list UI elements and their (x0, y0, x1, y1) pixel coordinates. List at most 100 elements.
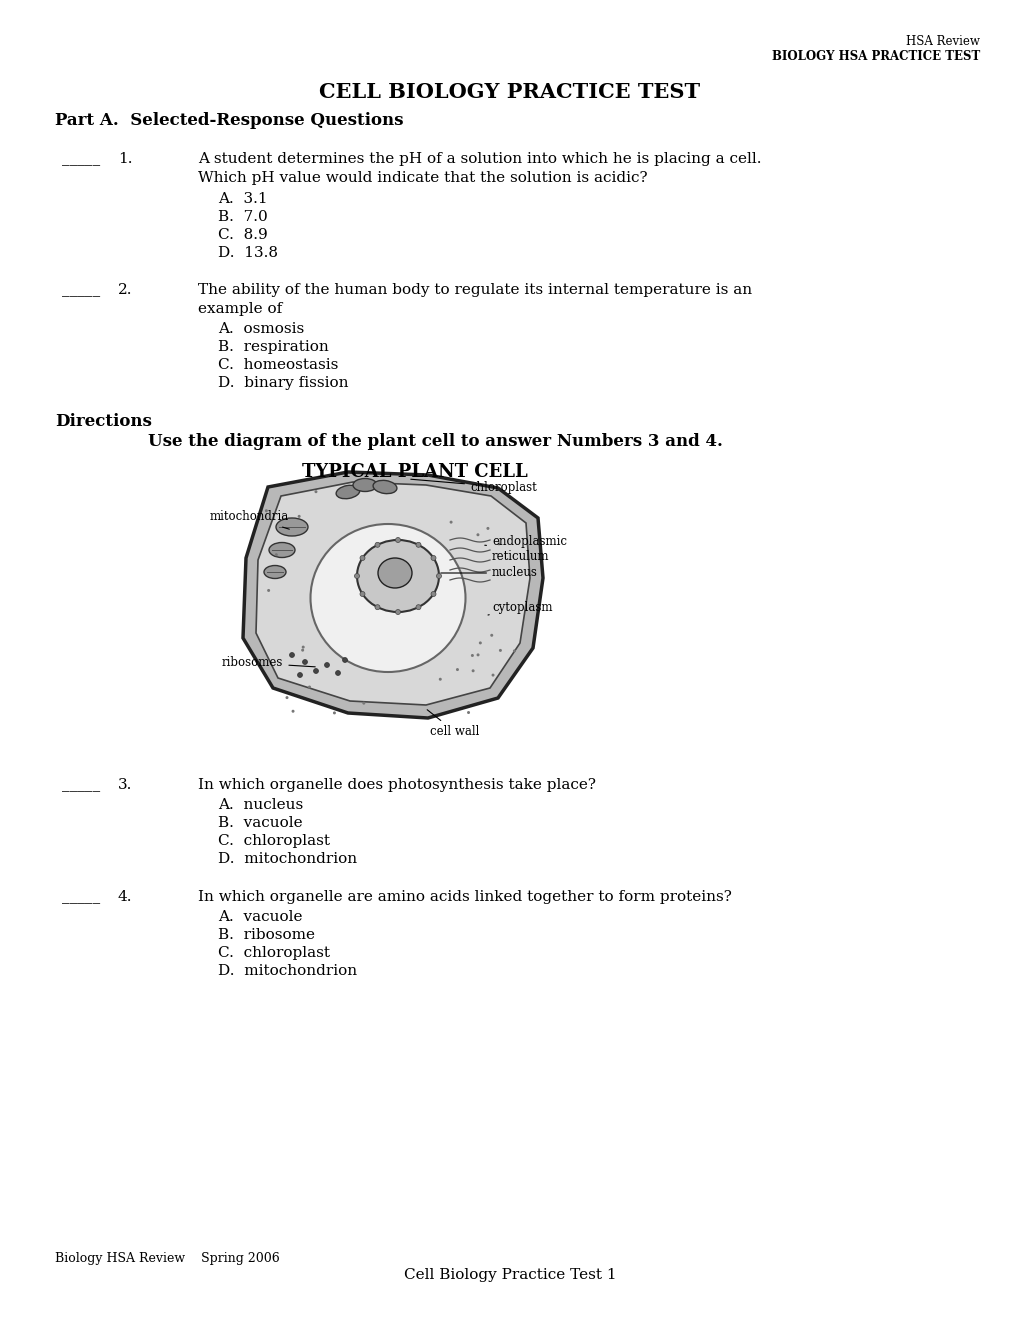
Ellipse shape (476, 533, 479, 536)
Ellipse shape (471, 653, 474, 657)
Polygon shape (256, 482, 530, 705)
Ellipse shape (265, 510, 268, 512)
Ellipse shape (298, 515, 301, 517)
Text: C.  chloroplast: C. chloroplast (218, 834, 330, 847)
Text: Use the diagram of the plant cell to answer Numbers 3 and 4.: Use the diagram of the plant cell to ans… (148, 433, 722, 450)
Text: nucleus: nucleus (440, 566, 537, 579)
Ellipse shape (467, 711, 470, 714)
Ellipse shape (335, 671, 340, 676)
Ellipse shape (375, 605, 380, 610)
Ellipse shape (498, 649, 501, 652)
Ellipse shape (362, 702, 365, 705)
Text: 2.: 2. (118, 282, 132, 297)
Ellipse shape (355, 573, 359, 578)
Ellipse shape (416, 543, 421, 548)
Ellipse shape (497, 543, 500, 545)
Text: Cell Biology Practice Test 1: Cell Biology Practice Test 1 (404, 1269, 615, 1282)
Polygon shape (243, 473, 542, 718)
Text: 1.: 1. (118, 152, 132, 166)
Ellipse shape (395, 610, 400, 615)
Ellipse shape (431, 556, 435, 561)
Ellipse shape (291, 710, 294, 713)
Ellipse shape (353, 479, 377, 491)
Text: HSA Review: HSA Review (905, 36, 979, 48)
Ellipse shape (476, 653, 479, 656)
Ellipse shape (314, 490, 317, 494)
Text: D.  binary fission: D. binary fission (218, 376, 348, 389)
Text: example of: example of (198, 302, 282, 315)
Ellipse shape (375, 543, 380, 548)
Ellipse shape (298, 672, 303, 677)
Text: B.  ribosome: B. ribosome (218, 928, 315, 942)
Text: D.  mitochondrion: D. mitochondrion (218, 964, 357, 978)
Text: A.  nucleus: A. nucleus (218, 799, 303, 812)
Ellipse shape (264, 565, 285, 578)
Text: In which organelle does photosynthesis take place?: In which organelle does photosynthesis t… (198, 777, 595, 792)
Text: _____: _____ (62, 890, 100, 904)
Ellipse shape (478, 642, 481, 644)
Text: chloroplast: chloroplast (411, 479, 536, 494)
Text: C.  8.9: C. 8.9 (218, 228, 268, 242)
Ellipse shape (378, 558, 412, 587)
Text: 3.: 3. (118, 777, 132, 792)
Ellipse shape (303, 660, 307, 664)
Ellipse shape (289, 652, 294, 657)
Ellipse shape (276, 517, 308, 536)
Ellipse shape (431, 591, 435, 597)
Text: Directions: Directions (55, 413, 152, 430)
Text: C.  chloroplast: C. chloroplast (218, 946, 330, 960)
Ellipse shape (490, 634, 493, 636)
Text: Which pH value would indicate that the solution is acidic?: Which pH value would indicate that the s… (198, 172, 647, 185)
Text: mitochondria: mitochondria (210, 511, 289, 529)
Text: Part A.  Selected-Response Questions: Part A. Selected-Response Questions (55, 112, 404, 129)
Ellipse shape (486, 527, 489, 529)
Text: A.  3.1: A. 3.1 (218, 191, 267, 206)
Text: _____: _____ (62, 282, 100, 297)
Ellipse shape (336, 486, 360, 499)
Text: C.  homeostasis: C. homeostasis (218, 358, 338, 372)
Ellipse shape (373, 480, 396, 494)
Text: endoplasmic
reticulum: endoplasmic reticulum (484, 535, 567, 564)
Ellipse shape (274, 553, 277, 556)
Ellipse shape (449, 520, 452, 524)
Text: A.  vacuole: A. vacuole (218, 909, 303, 924)
Text: D.  13.8: D. 13.8 (218, 246, 278, 260)
Text: CELL BIOLOGY PRACTICE TEST: CELL BIOLOGY PRACTICE TEST (319, 82, 700, 102)
Ellipse shape (416, 605, 421, 610)
Ellipse shape (302, 645, 305, 648)
Ellipse shape (285, 696, 288, 700)
Ellipse shape (491, 673, 494, 677)
Ellipse shape (395, 537, 400, 543)
Ellipse shape (313, 668, 318, 673)
Ellipse shape (513, 649, 516, 652)
Ellipse shape (438, 677, 441, 681)
Ellipse shape (357, 540, 438, 612)
Text: B.  vacuole: B. vacuole (218, 816, 303, 830)
Ellipse shape (471, 669, 474, 672)
Ellipse shape (436, 573, 441, 578)
Ellipse shape (332, 711, 335, 714)
Text: _____: _____ (62, 152, 100, 166)
Text: The ability of the human body to regulate its internal temperature is an: The ability of the human body to regulat… (198, 282, 751, 297)
Ellipse shape (310, 524, 465, 672)
Ellipse shape (342, 657, 347, 663)
Ellipse shape (360, 556, 365, 561)
Text: cell wall: cell wall (427, 710, 479, 738)
Ellipse shape (269, 543, 294, 557)
Text: B.  respiration: B. respiration (218, 341, 328, 354)
Ellipse shape (324, 663, 329, 668)
Text: Biology HSA Review    Spring 2006: Biology HSA Review Spring 2006 (55, 1251, 279, 1265)
Text: D.  mitochondrion: D. mitochondrion (218, 851, 357, 866)
Ellipse shape (360, 591, 365, 597)
Text: 4.: 4. (118, 890, 132, 904)
Ellipse shape (455, 668, 459, 671)
Text: A student determines the pH of a solution into which he is placing a cell.: A student determines the pH of a solutio… (198, 152, 761, 166)
Text: A.  osmosis: A. osmosis (218, 322, 304, 337)
Text: In which organelle are amino acids linked together to form proteins?: In which organelle are amino acids linke… (198, 890, 732, 904)
Ellipse shape (308, 685, 311, 689)
Text: cytoplasm: cytoplasm (487, 602, 552, 615)
Text: _____: _____ (62, 777, 100, 792)
Text: BIOLOGY HSA PRACTICE TEST: BIOLOGY HSA PRACTICE TEST (771, 50, 979, 63)
Text: ribosomes: ribosomes (222, 656, 315, 669)
Ellipse shape (301, 648, 304, 652)
